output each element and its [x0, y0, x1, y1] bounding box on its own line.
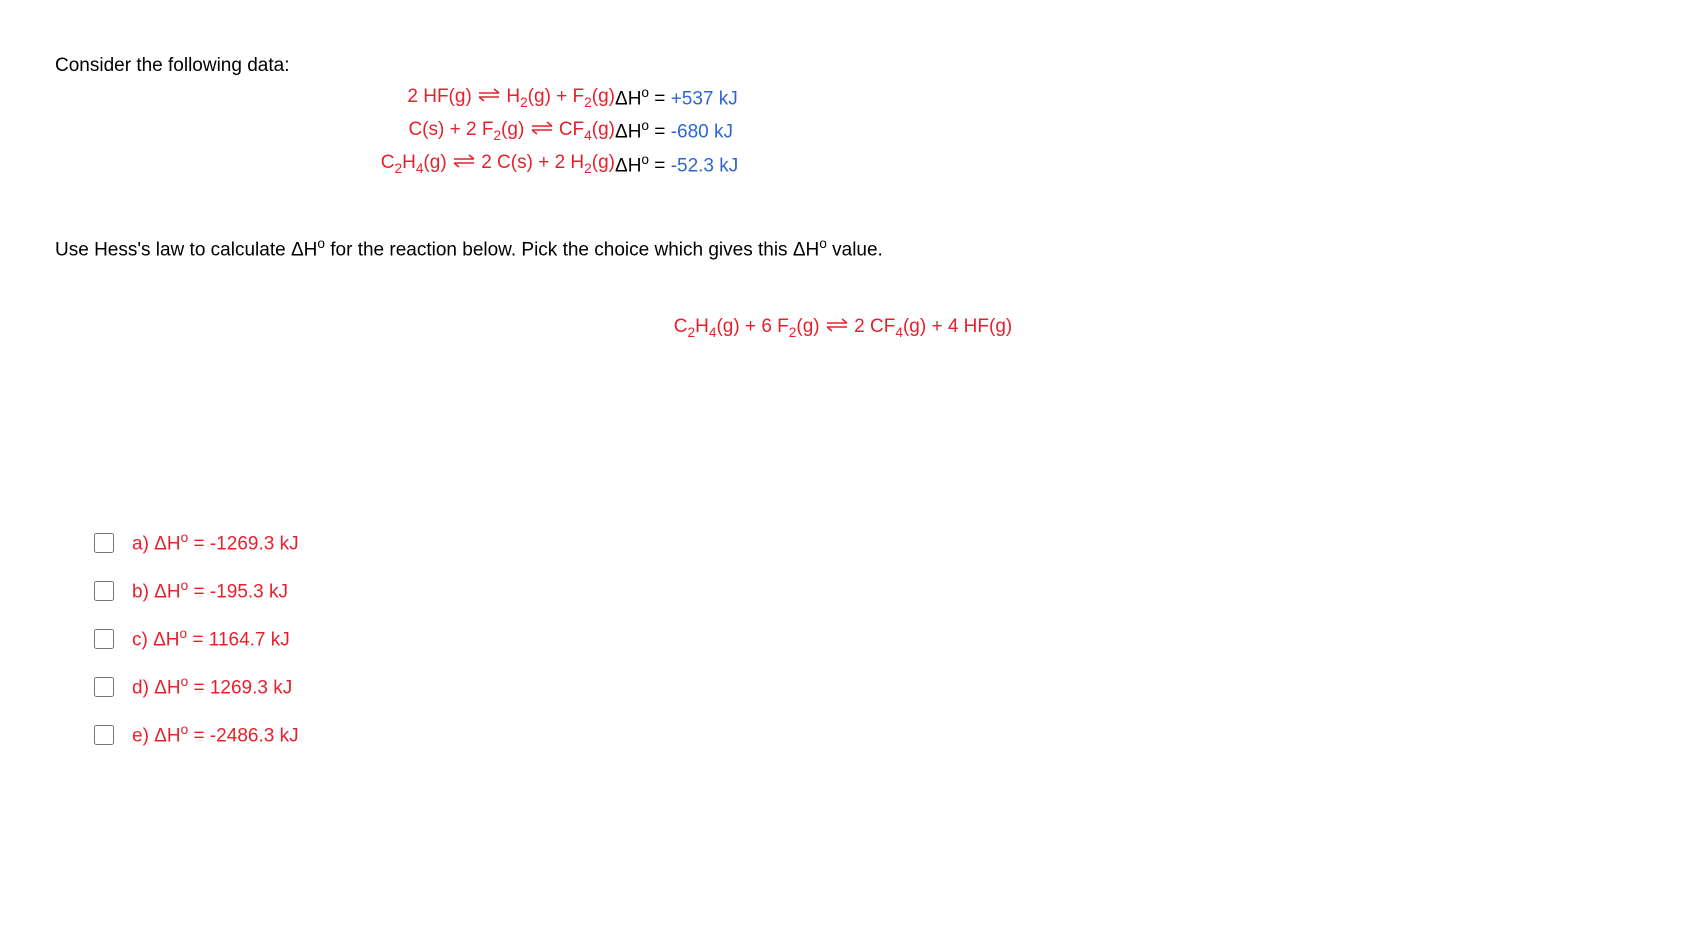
option-label-c: c) ΔHo = 1164.7 kJ: [132, 626, 290, 651]
option-checkbox-d[interactable]: [94, 677, 114, 697]
option-label-e: e) ΔHo = -2486.3 kJ: [132, 722, 299, 747]
equation-dh: ΔHo = +537 kJ: [615, 81, 795, 114]
option-label-a: a) ΔHo = -1269.3 kJ: [132, 530, 299, 555]
equation-row: C2H4(g) 2 C(s) + 2 H2(g) ΔHo = -52.3 kJ: [245, 148, 795, 181]
prompt-text: Use Hess's law to calculate ΔHo for the …: [55, 236, 1631, 261]
options-group: a) ΔHo = -1269.3 kJ b) ΔHo = -195.3 kJ c…: [90, 530, 1631, 748]
option-checkbox-e[interactable]: [94, 725, 114, 745]
equation-lhs: C2H4(g) 2 C(s) + 2 H2(g): [245, 148, 615, 181]
equation-row: 2 HF(g) H2(g) + F2(g) ΔHo = +537 kJ: [245, 81, 795, 114]
equation-dh: ΔHo = -680 kJ: [615, 114, 795, 147]
option-label-d: d) ΔHo = 1269.3 kJ: [132, 674, 292, 699]
intro-text: Consider the following data:: [55, 55, 1631, 77]
option-row-b: b) ΔHo = -195.3 kJ: [90, 578, 1631, 604]
equation-row: C(s) + 2 F2(g) CF4(g) ΔHo = -680 kJ: [245, 114, 795, 147]
option-checkbox-c[interactable]: [94, 629, 114, 649]
equilibrium-icon: [477, 86, 501, 108]
option-checkbox-b[interactable]: [94, 581, 114, 601]
equation-lhs: 2 HF(g) H2(g) + F2(g): [245, 81, 615, 114]
equilibrium-icon: [825, 316, 849, 338]
equilibrium-icon: [452, 152, 476, 174]
equations-table: 2 HF(g) H2(g) + F2(g) ΔHo = +537 kJ C(s)…: [245, 81, 795, 181]
equation-lhs: C(s) + 2 F2(g) CF4(g): [245, 114, 615, 147]
option-row-e: e) ΔHo = -2486.3 kJ: [90, 722, 1631, 748]
option-checkbox-a[interactable]: [94, 533, 114, 553]
equilibrium-icon: [530, 119, 554, 141]
equation-dh: ΔHo = -52.3 kJ: [615, 148, 795, 181]
option-row-c: c) ΔHo = 1164.7 kJ: [90, 626, 1631, 652]
target-reaction: C2H4(g) + 6 F2(g) 2 CF4(g) + 4 HF(g): [55, 316, 1631, 340]
option-label-b: b) ΔHo = -195.3 kJ: [132, 578, 288, 603]
option-row-d: d) ΔHo = 1269.3 kJ: [90, 674, 1631, 700]
option-row-a: a) ΔHo = -1269.3 kJ: [90, 530, 1631, 556]
